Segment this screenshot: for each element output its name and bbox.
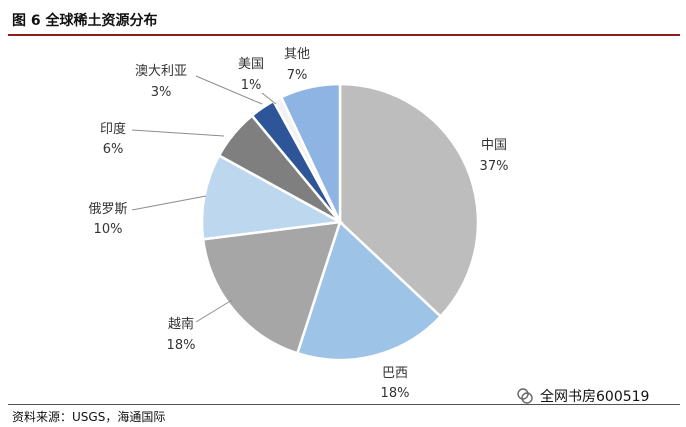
slice-percent-2: 18% [381,386,410,401]
slice-percent-3: 18% [167,338,196,353]
slice-label-3: 越南 [168,316,194,332]
pie-slice-3 [201,220,342,355]
watermark-text: 全网书房600519 [540,389,650,405]
slice-label-7: 美国 [238,57,264,72]
slice-label-4: 俄罗斯 [88,202,127,217]
leader-line-3 [195,299,233,323]
leader-line-5 [131,129,225,137]
slice-label-2: 巴西 [382,366,408,381]
slice-label-1: 中国 [481,138,507,153]
pie-slice-2 [295,219,443,362]
leader-line-4 [131,195,207,211]
title-bar: 图 6 全球稀土资源分布 [8,4,680,36]
wechat-icon [517,388,533,404]
slice-percent-6: 3% [151,85,172,100]
watermark: 全网书房600519 [516,386,649,406]
slice-label-5: 印度 [100,121,126,137]
chart-title: 图 6 全球稀土资源分布 [12,13,158,29]
slice-percent-7: 1% [241,78,262,93]
slice-percent-4: 10% [94,222,123,237]
source-note: 资料来源：USGS，海通国际 [12,410,166,424]
slice-percent-5: 6% [103,142,124,157]
slice-percent-8: 7% [287,68,308,83]
footer-rule [8,404,680,405]
slice-label-6: 澳大利亚 [135,63,187,79]
pie-slice-1 [338,82,480,319]
leader-line-6 [195,75,263,105]
pie-slice-8 [279,82,342,223]
slice-percent-1: 37% [480,159,509,174]
slice-label-8: 其他 [284,47,310,62]
leader-line-7 [261,92,277,105]
